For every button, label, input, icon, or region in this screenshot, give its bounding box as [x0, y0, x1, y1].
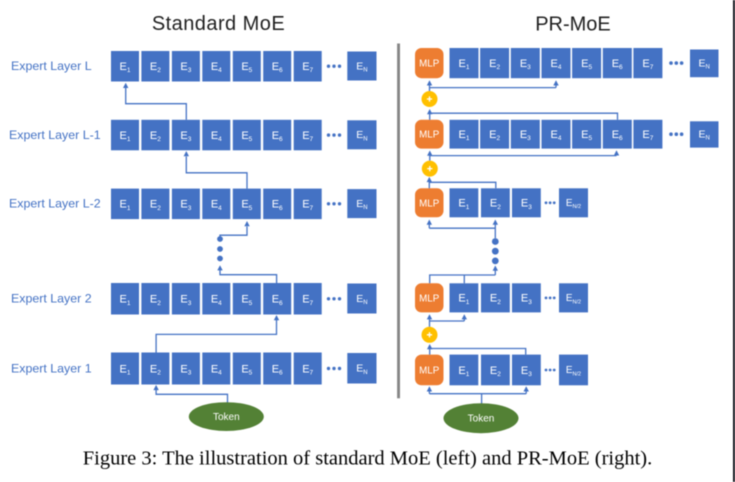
svg-text:E5: E5: [241, 294, 252, 307]
svg-text:E3: E3: [520, 129, 531, 142]
svg-text:E2: E2: [489, 129, 500, 142]
svg-text:E6: E6: [272, 61, 283, 74]
svg-text:E1: E1: [458, 198, 469, 211]
svg-text:E3: E3: [521, 293, 532, 306]
svg-text:E6: E6: [612, 129, 623, 142]
svg-text:E5: E5: [581, 58, 592, 71]
svg-text:Expert Layer L-2: Expert Layer L-2: [9, 197, 101, 211]
svg-text:E1: E1: [120, 294, 131, 307]
svg-text:E7: E7: [302, 130, 313, 143]
svg-text:MLP: MLP: [419, 293, 440, 304]
svg-text:E2: E2: [150, 61, 161, 74]
svg-text:E7: E7: [642, 58, 653, 71]
svg-text:EN: EN: [356, 293, 367, 306]
svg-text:E3: E3: [180, 61, 191, 74]
svg-text:E2: E2: [490, 293, 501, 306]
svg-text:E7: E7: [302, 294, 313, 307]
svg-text:E1: E1: [459, 58, 470, 71]
svg-text:EN: EN: [356, 363, 367, 376]
svg-text:MLP: MLP: [419, 130, 440, 141]
svg-text:EN: EN: [699, 128, 710, 141]
svg-text:E5: E5: [581, 129, 592, 142]
svg-text:MLP: MLP: [419, 366, 440, 377]
svg-text:MLP: MLP: [419, 198, 440, 209]
svg-text:E6: E6: [272, 199, 283, 212]
svg-text:E7: E7: [302, 363, 313, 376]
svg-text:E3: E3: [520, 58, 531, 71]
svg-text:E5: E5: [241, 199, 252, 212]
svg-text:E7: E7: [302, 199, 313, 212]
svg-text:E4: E4: [551, 58, 562, 71]
svg-text:E2: E2: [490, 198, 501, 211]
svg-text:E5: E5: [241, 363, 252, 376]
svg-text:E1: E1: [120, 130, 131, 143]
svg-text:E3: E3: [180, 294, 191, 307]
svg-text:E4: E4: [211, 61, 222, 74]
svg-text:E1: E1: [459, 129, 470, 142]
svg-text:EN: EN: [356, 198, 367, 211]
svg-text:E1: E1: [120, 61, 131, 74]
svg-text:E3: E3: [180, 363, 191, 376]
svg-text:E4: E4: [211, 294, 222, 307]
svg-text:E3: E3: [521, 198, 532, 211]
svg-text:EN: EN: [356, 61, 367, 74]
svg-text:E1: E1: [120, 199, 131, 212]
svg-text:E4: E4: [211, 130, 222, 143]
svg-text:Token: Token: [468, 414, 495, 425]
svg-text:E3: E3: [521, 365, 532, 378]
svg-text:E7: E7: [302, 61, 313, 74]
svg-text:E5: E5: [241, 61, 252, 74]
svg-text:E2: E2: [150, 363, 161, 376]
svg-text:EN: EN: [356, 129, 367, 142]
svg-text:E1: E1: [458, 293, 469, 306]
svg-text:E2: E2: [489, 58, 500, 71]
svg-text:EN: EN: [699, 57, 710, 70]
svg-text:E3: E3: [180, 130, 191, 143]
svg-text:Expert Layer 2: Expert Layer 2: [11, 292, 92, 306]
svg-text:E4: E4: [551, 129, 562, 142]
svg-text:E4: E4: [211, 363, 222, 376]
svg-text:E2: E2: [150, 199, 161, 212]
svg-text:E6: E6: [272, 130, 283, 143]
svg-text:Expert Layer L: Expert Layer L: [11, 59, 92, 73]
svg-text:E6: E6: [272, 294, 283, 307]
svg-text:E6: E6: [612, 58, 623, 71]
svg-text:E3: E3: [180, 199, 191, 212]
svg-text:MLP: MLP: [419, 59, 440, 70]
svg-text:E1: E1: [458, 365, 469, 378]
svg-text:E1: E1: [120, 363, 131, 376]
svg-text:E6: E6: [272, 363, 283, 376]
svg-text:E2: E2: [150, 294, 161, 307]
svg-text:Standard MoE: Standard MoE: [152, 13, 285, 35]
svg-text:E7: E7: [642, 129, 653, 142]
svg-text:Expert Layer 1: Expert Layer 1: [11, 361, 92, 375]
svg-text:E2: E2: [150, 130, 161, 143]
svg-text:PR-MoE: PR-MoE: [535, 14, 611, 36]
svg-text:Token: Token: [213, 412, 240, 423]
svg-text:Figure 3: The illustration of: Figure 3: The illustration of standard M…: [83, 448, 653, 470]
svg-text:Expert Layer L-1: Expert Layer L-1: [9, 128, 101, 142]
svg-text:E4: E4: [211, 199, 222, 212]
svg-text:E2: E2: [490, 365, 501, 378]
svg-text:E5: E5: [241, 130, 252, 143]
